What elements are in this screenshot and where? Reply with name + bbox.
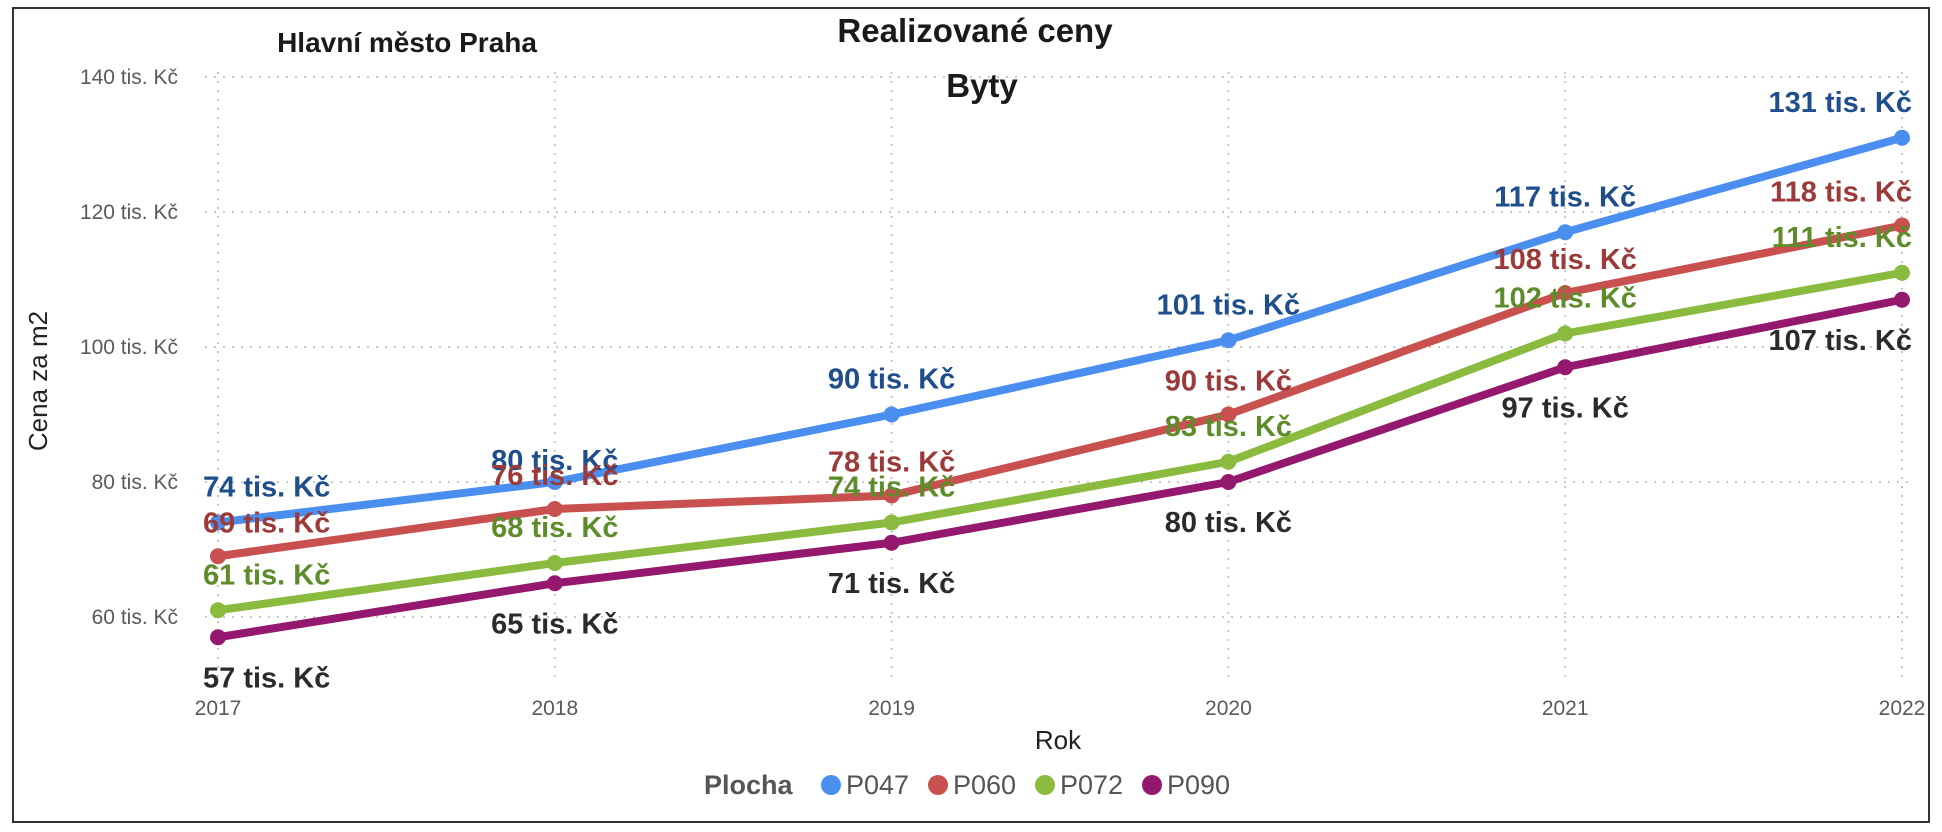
legend-label-p060: P060 (953, 770, 1016, 800)
data-label-p060: 108 tis. Kč (1493, 244, 1636, 276)
x-tick-label: 2018 (531, 697, 578, 720)
legend-swatch-p047 (821, 775, 841, 795)
data-point-p060 (1220, 406, 1237, 423)
data-label-p060: 78 tis. Kč (828, 447, 955, 479)
data-point-p090 (883, 534, 900, 551)
legend: Plocha P047 P060 P072 P090 (704, 770, 1230, 800)
series-line-p090 (214, 295, 1906, 642)
data-label-p047: 90 tis. Kč (828, 364, 955, 396)
data-point-p060 (883, 487, 900, 504)
data-label-p047: 80 tis. Kč (491, 445, 618, 477)
x-tick-label: 2020 (1205, 697, 1252, 720)
y-tick-label: 140 tis. Kč (80, 66, 178, 89)
data-label-p072: 68 tis. Kč (491, 512, 618, 544)
y-tick-label: 100 tis. Kč (80, 336, 178, 359)
data-point-p047 (546, 474, 563, 490)
data-point-p072 (546, 555, 563, 571)
x-tick-label: 2017 (195, 697, 242, 720)
y-tick-label: 120 tis. Kč (80, 201, 178, 224)
data-label-p047: 74 tis. Kč (203, 472, 330, 504)
legend-swatch-p090 (1142, 775, 1162, 795)
data-point-p047 (1894, 129, 1910, 146)
data-label-p090: 71 tis. Kč (828, 568, 955, 600)
data-point-p072 (210, 602, 226, 619)
data-point-p047 (210, 514, 226, 531)
x-axis-ticks: 2017 2018 2019 2020 2021 2022 (195, 697, 1926, 720)
data-label-p072: 111 tis. Kč (1772, 222, 1912, 254)
data-point-p090 (1557, 359, 1574, 376)
data-label-p090: 80 tis. Kč (1165, 507, 1292, 539)
data-point-p060 (1557, 285, 1574, 301)
data-point-p047 (883, 406, 900, 423)
data-point-p090 (1220, 474, 1237, 490)
data-point-p072 (1557, 325, 1574, 342)
data-label-p060: 90 tis. Kč (1165, 366, 1292, 398)
region-label: Hlavní město Praha (277, 27, 537, 58)
legend-title: Plocha (704, 770, 794, 800)
data-point-p072 (1220, 453, 1237, 470)
data-point-p047 (1220, 332, 1237, 349)
data-label-p047: 101 tis. Kč (1157, 289, 1300, 321)
series-layer (210, 129, 1910, 646)
data-point-p072 (883, 514, 900, 531)
series-line-p072 (214, 268, 1906, 615)
legend-swatch-p060 (928, 775, 948, 795)
data-point-p060 (546, 501, 563, 517)
legend-label-p090: P090 (1167, 770, 1230, 800)
legend-label-p072: P072 (1060, 770, 1123, 800)
data-point-p090 (1894, 291, 1910, 308)
chart-subtitle: Byty (946, 67, 1018, 104)
data-label-p072: 61 tis. Kč (203, 559, 330, 591)
data-point-p090 (546, 575, 563, 592)
legend-swatch-p072 (1035, 775, 1055, 795)
series-line-p060 (214, 221, 1906, 561)
y-axis-title: Cena za m2 (23, 311, 53, 451)
data-label-p060: 76 tis. Kč (491, 460, 618, 492)
data-point-p047 (1557, 224, 1574, 241)
data-label-p072: 74 tis. Kč (828, 472, 955, 504)
data-point-p090 (210, 629, 226, 646)
legend-label-p047: P047 (846, 770, 909, 800)
data-label-p090: 97 tis. Kč (1502, 392, 1629, 424)
data-label-p090: 57 tis. Kč (203, 662, 330, 694)
data-label-p047: 131 tis. Kč (1769, 87, 1912, 119)
data-label-p090: 65 tis. Kč (491, 608, 618, 640)
x-tick-label: 2019 (868, 697, 915, 720)
x-axis-title: Rok (1035, 725, 1082, 755)
data-point-p060 (210, 548, 226, 565)
x-tick-label: 2021 (1542, 697, 1589, 720)
data-point-p072 (1894, 264, 1910, 281)
data-labels: 74 tis. Kč 80 tis. Kč 90 tis. Kč 101 tis. K… (203, 87, 1912, 695)
data-label-p090: 107 tis. Kč (1769, 325, 1912, 357)
series-line-p047 (214, 133, 1906, 527)
y-axis-ticks: 60 tis. Kč 80 tis. Kč 100 tis. Kč 120 tis. … (80, 66, 178, 629)
y-tick-label: 80 tis. Kč (92, 471, 178, 494)
y-tick-label: 60 tis. Kč (92, 606, 178, 629)
data-label-p060: 118 tis. Kč (1770, 177, 1912, 209)
data-label-p072: 83 tis. Kč (1165, 411, 1292, 443)
data-point-p060 (1894, 217, 1910, 234)
chart-title: Realizované ceny (837, 12, 1113, 49)
x-tick-label: 2022 (1879, 697, 1926, 720)
data-label-p060: 69 tis. Kč (203, 507, 330, 539)
data-label-p047: 117 tis. Kč (1494, 181, 1636, 213)
chart-frame (12, 7, 1930, 823)
data-label-p072: 102 tis. Kč (1493, 283, 1636, 315)
